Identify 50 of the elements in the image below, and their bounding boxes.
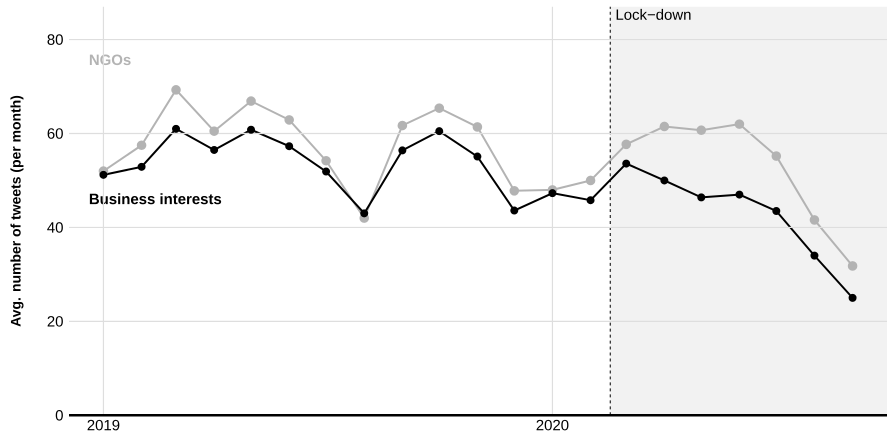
y-tick-label: 40 <box>47 222 63 233</box>
point <box>285 142 294 150</box>
point <box>321 156 331 166</box>
y-tick-label: 0 <box>56 410 63 421</box>
point <box>398 120 408 130</box>
point <box>810 252 818 260</box>
point <box>660 122 670 132</box>
point <box>172 124 180 133</box>
point <box>322 168 330 176</box>
point <box>473 152 482 161</box>
point <box>171 85 181 95</box>
point <box>509 186 520 196</box>
y-axis-title: Avg. number of tweets (per month) <box>10 96 24 327</box>
y-tick-label: 60 <box>48 128 63 139</box>
point <box>735 190 744 199</box>
point <box>586 176 596 186</box>
text: NGOs <box>90 54 131 66</box>
ref-line-label: Lock−down <box>616 8 690 20</box>
point <box>284 115 294 125</box>
y-tick-label: 80 <box>48 34 63 45</box>
point <box>210 146 218 154</box>
point <box>696 125 706 136</box>
point <box>434 103 444 113</box>
point <box>209 126 219 136</box>
point <box>99 170 108 179</box>
point <box>697 193 706 202</box>
point <box>848 261 858 271</box>
point <box>848 294 857 302</box>
point <box>138 162 146 171</box>
point <box>360 209 368 218</box>
point <box>586 196 595 204</box>
x-tick-label: 2020 <box>536 420 568 430</box>
point <box>772 207 780 216</box>
point <box>398 146 406 154</box>
point <box>435 127 444 136</box>
point <box>247 126 256 134</box>
point <box>621 140 632 150</box>
x-tick-label: 2019 <box>88 420 120 430</box>
point <box>622 160 630 168</box>
point <box>810 215 820 225</box>
point <box>472 122 482 132</box>
point <box>660 176 668 184</box>
series-label: Business interests <box>90 193 222 204</box>
point <box>548 189 556 198</box>
point <box>246 96 256 106</box>
y-tick-label: 20 <box>48 316 63 327</box>
point <box>772 151 782 161</box>
point <box>136 140 146 150</box>
point <box>734 119 744 129</box>
point <box>510 206 518 215</box>
